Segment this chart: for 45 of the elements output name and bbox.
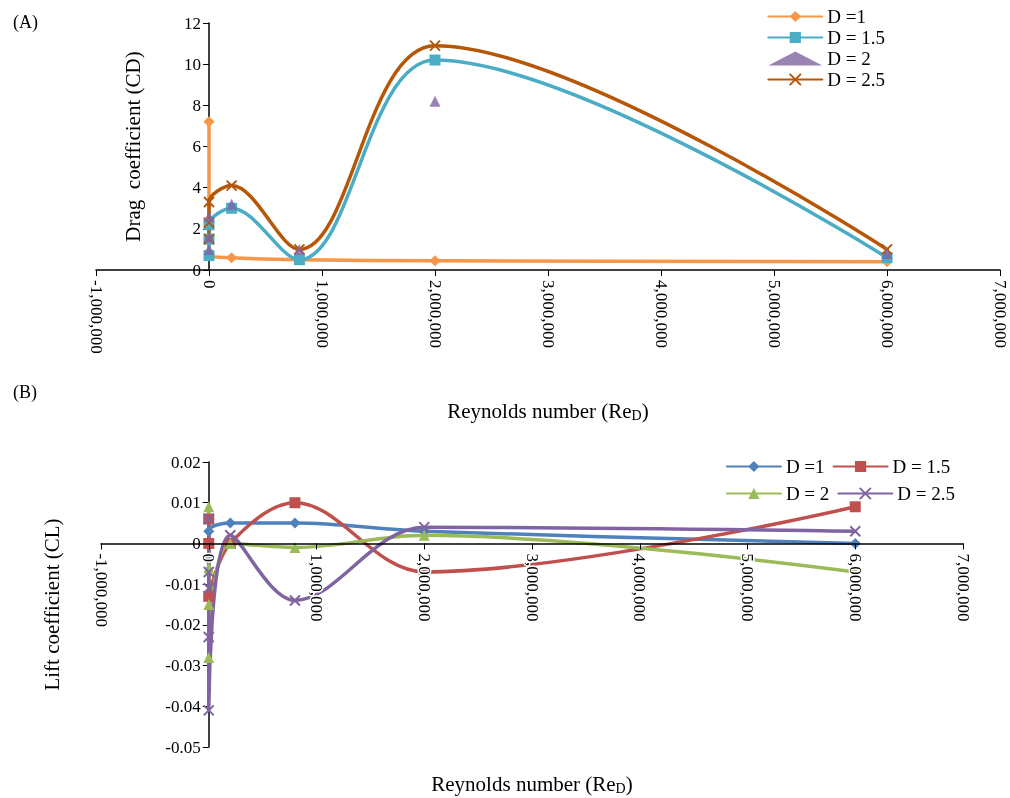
x-tick-label: 5,000,000: [764, 280, 784, 348]
x-tick-label: 0: [199, 553, 219, 562]
legend-label: D = 2: [785, 483, 830, 504]
x-tick-label: 1,000,000: [312, 280, 332, 348]
x-tick-label: 5,000,000: [738, 553, 757, 622]
legend-label: D = 2.5: [897, 483, 955, 504]
y-tick-label: 12: [184, 13, 201, 33]
x-tick-label: 7,000,000: [990, 280, 1010, 348]
chart-title: (B): [13, 382, 37, 403]
y-tick-label: -0.01: [165, 574, 201, 594]
y-tick-label: 6: [192, 137, 201, 156]
legend-label: D = 2.5: [827, 69, 885, 90]
x-tick-label: 0: [199, 280, 219, 289]
x-tick-label: -1,000,000: [91, 553, 111, 628]
y-tick-label: -0.02: [165, 615, 201, 635]
legend-label: D =1: [785, 456, 825, 477]
y-tick-label: -0.04: [165, 696, 202, 716]
x-axis-title: Reynolds number (ReD): [431, 772, 633, 797]
x-tick-label: -1,000,000: [86, 280, 106, 354]
x-tick-label: 4,000,000: [651, 280, 671, 348]
x-tick-label: 7,000,000: [953, 553, 973, 622]
legend-label: D =1: [827, 6, 866, 27]
legend-label: D = 1.5: [827, 27, 885, 48]
x-tick-label: 6,000,000: [845, 553, 865, 622]
x-tick-label: 6,000,000: [877, 280, 897, 348]
y-tick-label: 0.02: [171, 452, 201, 472]
x-tick-label: 2,000,000: [414, 553, 434, 622]
y-axis-title: Lift coefficient (CL): [40, 518, 65, 691]
x-tick-label: 3,000,000: [538, 280, 558, 348]
x-tick-label: 1,000,000: [307, 553, 326, 622]
y-tick-label: 2: [192, 219, 201, 239]
y-tick-label: -0.05: [165, 737, 201, 757]
y-axis-title: Drag coefficient (CD): [120, 51, 145, 242]
y-tick-label: 8: [192, 95, 201, 115]
chart-title: (A): [13, 12, 38, 33]
y-tick-label: 4: [192, 178, 202, 198]
x-tick-label: 3,000,000: [522, 553, 542, 622]
y-tick-label: 10: [184, 54, 201, 74]
y-tick-label: -0.03: [165, 656, 201, 676]
legend-label: D = 2: [827, 48, 871, 69]
y-tick-label: 0.01: [171, 493, 201, 513]
x-tick-label: 4,000,000: [630, 553, 650, 622]
x-axis-title: Reynolds number (ReD): [447, 399, 649, 423]
x-tick-label: 2,000,000: [425, 280, 445, 348]
legend-label: D = 1.5: [892, 456, 951, 477]
